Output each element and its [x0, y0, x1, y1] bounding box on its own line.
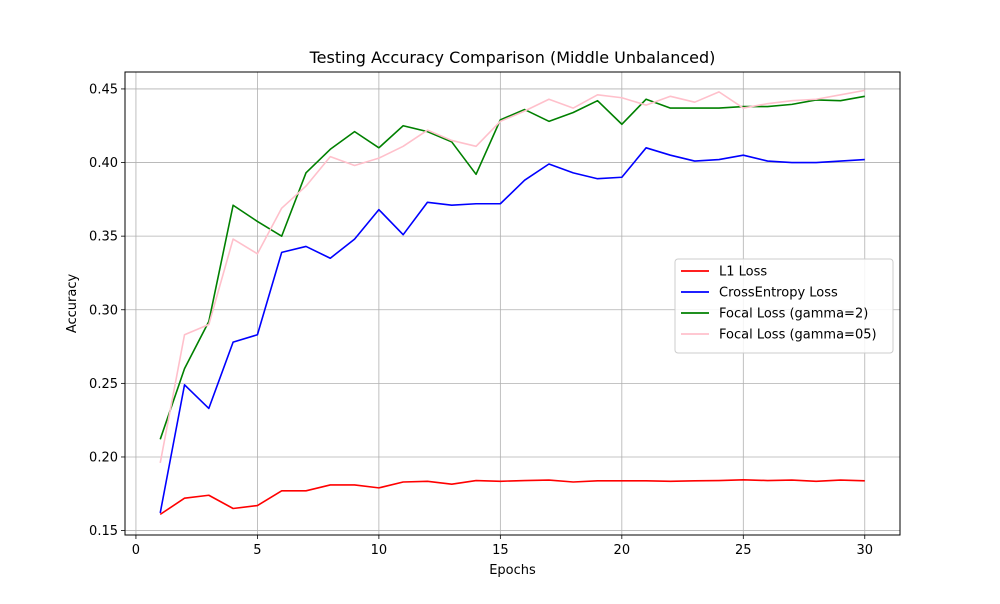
x-tick-label: 15: [492, 543, 509, 558]
legend-label: Focal Loss (gamma=2): [719, 307, 868, 322]
y-tick-label: 0.45: [89, 82, 118, 97]
x-tick-label: 20: [614, 543, 631, 558]
x-tick-label: 10: [371, 543, 388, 558]
x-tick-label: 0: [132, 543, 140, 558]
x-axis-label: Epochs: [489, 563, 536, 578]
x-tick-label: 25: [735, 543, 752, 558]
x-tick-label: 30: [856, 543, 873, 558]
legend-box: [674, 258, 894, 354]
y-tick-label: 0.35: [89, 230, 118, 245]
axis-ticks: 0 5 10 15 20 25 30 0.15 0.20 0.25 0.30 0.35 0.40 0.45: [89, 82, 873, 558]
series-line-2: [159, 147, 865, 514]
series-lines: [159, 89, 865, 516]
y-axis-label: Accuracy: [65, 274, 80, 334]
x-tick-label: 5: [253, 543, 261, 558]
y-tick-label: 0.25: [89, 377, 118, 392]
series-line-1: [159, 478, 865, 516]
plot-frame: [124, 71, 901, 536]
legend-label: L1 Loss: [719, 265, 767, 280]
legend: L1 Loss CrossEntropy Loss Focal Loss (gamm…: [674, 258, 894, 354]
legend-label: Focal Loss (gamma=05): [719, 328, 877, 343]
chart-title: Testing Accuracy Comparison (Middle Unba…: [309, 48, 716, 67]
y-tick-label: 0.15: [89, 524, 118, 539]
y-tick-label: 0.40: [89, 156, 118, 171]
legend-label: CrossEntropy Loss: [719, 286, 838, 301]
series-line-4: [159, 89, 865, 464]
y-tick-label: 0.20: [89, 450, 118, 465]
y-tick-label: 0.30: [89, 303, 118, 318]
